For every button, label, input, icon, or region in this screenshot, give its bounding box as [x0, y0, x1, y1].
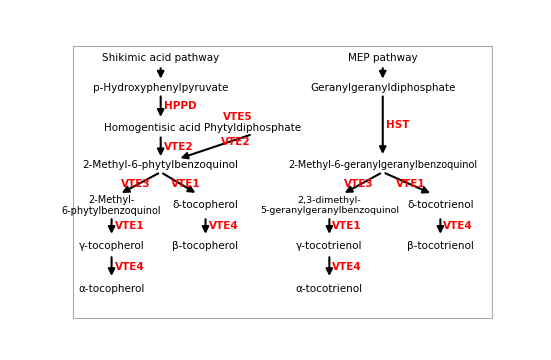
- Text: VTE4: VTE4: [208, 221, 238, 231]
- Text: VTE1: VTE1: [332, 221, 362, 231]
- Text: Phytyldiphosphate: Phytyldiphosphate: [204, 123, 301, 133]
- FancyBboxPatch shape: [73, 46, 491, 318]
- Text: VTE2: VTE2: [220, 136, 250, 147]
- Text: HST: HST: [386, 120, 409, 130]
- Text: Shikimic acid pathway: Shikimic acid pathway: [102, 53, 219, 63]
- Text: VTE1: VTE1: [396, 179, 425, 189]
- Text: VTE4: VTE4: [332, 262, 362, 272]
- Text: VTE3: VTE3: [121, 179, 151, 189]
- Text: δ-tocopherol: δ-tocopherol: [172, 201, 239, 210]
- Text: VTE1: VTE1: [171, 179, 201, 189]
- Text: β-tocotrienol: β-tocotrienol: [407, 240, 474, 251]
- Text: α-tocotrienol: α-tocotrienol: [296, 284, 363, 293]
- Text: MEP pathway: MEP pathway: [348, 53, 418, 63]
- Text: p-Hydroxyphenylpyruvate: p-Hydroxyphenylpyruvate: [93, 82, 228, 93]
- Text: HPPD: HPPD: [164, 102, 196, 111]
- Text: δ-tocotrienol: δ-tocotrienol: [407, 201, 474, 210]
- Text: VTE3: VTE3: [344, 179, 374, 189]
- Text: 2-Methyl-6-geranylgeranylbenzoquinol: 2-Methyl-6-geranylgeranylbenzoquinol: [288, 160, 477, 170]
- Text: Homogentisic acid: Homogentisic acid: [104, 123, 201, 133]
- Text: VTE5: VTE5: [223, 112, 252, 122]
- Text: VTE4: VTE4: [115, 262, 144, 272]
- Text: Geranylgeranyldiphosphate: Geranylgeranyldiphosphate: [310, 82, 456, 93]
- Text: β-tocopherol: β-tocopherol: [172, 240, 239, 251]
- Text: 2-Methyl-6-phytylbenzoquinol: 2-Methyl-6-phytylbenzoquinol: [83, 160, 239, 170]
- Text: γ-tocopherol: γ-tocopherol: [79, 240, 144, 251]
- Text: VTE4: VTE4: [444, 221, 473, 231]
- Text: 2,3-dimethyl-
5-geranylgeranylbenzoquinol: 2,3-dimethyl- 5-geranylgeranylbenzoquino…: [260, 196, 399, 215]
- Text: 2-Methyl-
6-phytylbenzoquinol: 2-Methyl- 6-phytylbenzoquinol: [62, 194, 161, 216]
- Text: VTE2: VTE2: [164, 141, 193, 152]
- Text: VTE1: VTE1: [115, 221, 144, 231]
- Text: γ-tocotrienol: γ-tocotrienol: [296, 240, 363, 251]
- Text: α-tocopherol: α-tocopherol: [78, 284, 145, 293]
